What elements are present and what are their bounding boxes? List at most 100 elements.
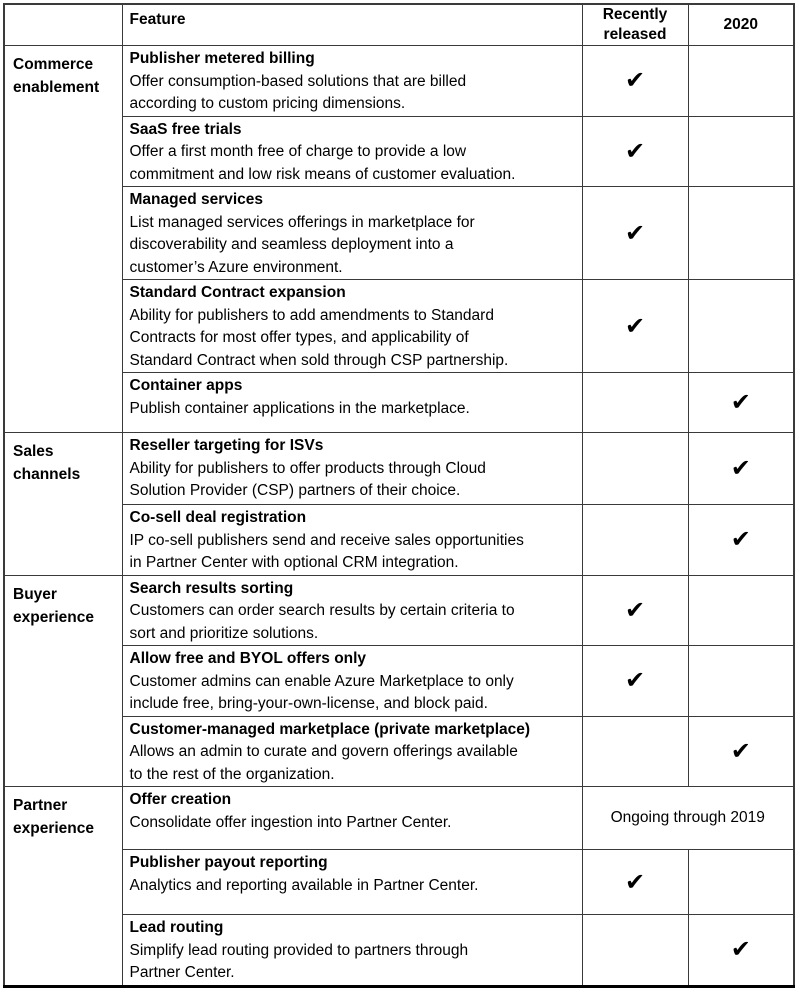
feature-cell: Publisher payout reporting Analytics and… [121, 849, 583, 915]
year-2020-cell [687, 279, 795, 373]
feature-description: List managed services offerings in marke… [129, 213, 475, 276]
recently-released-cell: ✔ [581, 115, 689, 187]
feature-title: Co-sell deal registration [129, 509, 307, 526]
year-2020-cell: ✔ [687, 715, 795, 787]
feature-title: Publisher metered billing [129, 50, 315, 67]
recently-released-cell [581, 715, 689, 787]
feature-description: Customer admins can enable Azure Marketp… [129, 672, 514, 713]
table-row-lead-routing: Lead routing Simplify lead routing provi… [4, 914, 795, 987]
recently-released-cell [581, 432, 689, 505]
feature-title: Container apps [129, 377, 243, 394]
feature-title: Search results sorting [129, 579, 294, 597]
feature-description: Consolidate offer ingestion into Partner… [129, 813, 452, 831]
check-icon: ✔ [730, 525, 751, 554]
feature-roadmap-table-wrap: Feature Recently released 2020 Commerce … [3, 3, 795, 988]
feature-description: Ability for publishers to add amendments… [129, 306, 509, 369]
year-2020-cell: ✔ [687, 432, 795, 505]
year-2020-cell [687, 574, 795, 646]
year-2020-cell [687, 186, 795, 280]
feature-title: Managed services [129, 191, 264, 208]
recently-released-cell: ✔ [581, 186, 689, 280]
feature-description: Customers can order search results by ce… [129, 602, 515, 642]
check-icon: ✔ [624, 66, 646, 95]
feature-cell: SaaS free trials Offer a first month fre… [121, 115, 583, 187]
table-row-publisher-payout-reporting: Publisher payout reporting Analytics and… [4, 849, 795, 915]
table-row-container-apps: Container apps Publish container applica… [4, 372, 795, 433]
check-icon: ✔ [730, 935, 751, 964]
check-icon: ✔ [730, 388, 751, 416]
feature-cell: Search results sorting Customers can ord… [121, 574, 583, 646]
table-row-reseller-targeting-for-isvs: Sales channels Reseller targeting for IS… [3, 432, 795, 576]
feature-cell: Offer creation Consolidate offer ingesti… [121, 786, 583, 850]
category-cell-buyer-experience: Buyer experience [3, 574, 123, 787]
recently-released-cell [581, 504, 689, 576]
table-row-search-results-sorting: Buyer experience Search results sorting … [3, 574, 795, 787]
corner-cell [3, 3, 123, 46]
category-cell-commerce-enablement: Commerce enablement [3, 45, 123, 433]
table-row-managed-services: Managed services List managed services o… [4, 186, 795, 280]
feature-cell: Co-sell deal registration IP co-sell pub… [121, 504, 583, 576]
feature-description: Offer consumption-based solutions that a… [129, 72, 467, 113]
table-row-saas-free-trials: SaaS free trials Offer a first month fre… [4, 115, 795, 187]
table-row-co-sell-deal-registration: Co-sell deal registration IP co-sell pub… [4, 504, 795, 576]
feature-roadmap-table: Feature Recently released 2020 Commerce … [3, 3, 795, 988]
check-icon: ✔ [624, 595, 646, 624]
feature-title: Standard Contract expansion [129, 284, 346, 301]
feature-cell: Customer-managed marketplace (private ma… [121, 715, 583, 787]
header-feature: Feature [121, 3, 583, 46]
feature-description: IP co-sell publishers send and receive s… [129, 531, 524, 572]
header-recently-released: Recently released [581, 3, 689, 46]
feature-cell: Publisher metered billing Offer consumpt… [121, 45, 583, 117]
year-2020-cell [687, 45, 795, 117]
check-icon: ✔ [624, 218, 646, 247]
year-2020-cell: ✔ [687, 504, 795, 576]
feature-cell: Lead routing Simplify lead routing provi… [121, 914, 583, 987]
recently-released-cell: ✔ [581, 574, 689, 646]
check-icon: ✔ [624, 311, 646, 340]
recently-released-cell: ✔ [581, 849, 689, 915]
recently-released-cell [581, 372, 689, 433]
feature-cell: Standard Contract expansion Ability for … [121, 279, 583, 373]
year-2020-cell [687, 645, 795, 717]
table-row-standard-contract-expansion: Standard Contract expansion Ability for … [4, 279, 795, 373]
feature-description: Offer a first month free of charge to pr… [129, 143, 516, 183]
feature-title: Publisher payout reporting [129, 854, 328, 871]
feature-description: Allows an admin to curate and govern off… [129, 743, 518, 783]
feature-cell: Reseller targeting for ISVs Ability for … [121, 432, 583, 505]
feature-description: Ability for publishers to offer products… [129, 459, 486, 500]
feature-title: Lead routing [129, 919, 224, 936]
check-icon: ✔ [730, 454, 751, 482]
feature-title: Offer creation [129, 791, 232, 808]
feature-cell: Managed services List managed services o… [121, 186, 583, 280]
feature-title: Allow free and BYOL offers only [129, 650, 367, 667]
feature-title: Customer-managed marketplace (private ma… [129, 720, 531, 738]
recently-released-cell: ✔ [581, 645, 689, 717]
check-icon: ✔ [624, 666, 646, 695]
header-2020: 2020 [687, 3, 795, 46]
year-2020-cell: ✔ [687, 372, 795, 433]
table-row-offer-creation: Partner experience Offer creation Consol… [3, 786, 795, 987]
feature-cell: Container apps Publish container applica… [121, 372, 583, 433]
feature-title: SaaS free trials [129, 120, 242, 138]
header-row: Feature Recently released 2020 [3, 3, 795, 46]
check-icon: ✔ [624, 136, 646, 165]
table-row-allow-free-and-byol-offers-only: Allow free and BYOL offers only Customer… [4, 645, 795, 717]
category-cell-sales-channels: Sales channels [3, 432, 123, 576]
check-icon: ✔ [730, 736, 751, 765]
table-row-customer-managed-marketplace: Customer-managed marketplace (private ma… [4, 715, 795, 787]
feature-title: Reseller targeting for ISVs [129, 437, 324, 454]
recently-released-cell: ✔ [581, 279, 689, 373]
year-2020-cell [687, 849, 795, 915]
status-merged-cell: Ongoing through 2019 [581, 786, 795, 850]
year-2020-cell: ✔ [687, 914, 795, 987]
feature-description: Publish container applications in the ma… [129, 399, 470, 417]
feature-description: Analytics and reporting available in Par… [129, 876, 479, 894]
recently-released-cell [581, 914, 689, 987]
feature-cell: Allow free and BYOL offers only Customer… [121, 645, 583, 717]
category-cell-partner-experience: Partner experience [3, 786, 123, 987]
check-icon: ✔ [624, 867, 646, 896]
year-2020-cell [687, 115, 795, 187]
table-row-publisher-metered-billing: Commerce enablement Publisher metered bi… [3, 45, 795, 433]
feature-description: Simplify lead routing provided to partne… [129, 941, 469, 982]
recently-released-cell: ✔ [581, 45, 689, 117]
